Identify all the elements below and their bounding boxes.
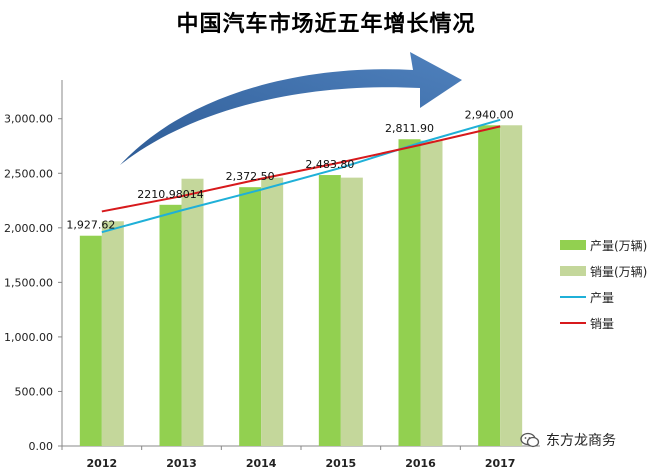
bar-production [79, 235, 102, 446]
data-label: 2,372.50 [226, 170, 275, 183]
growth-arrow [120, 52, 462, 165]
x-tick-label: 2016 [405, 457, 436, 470]
watermark-text: 东方龙商务 [546, 433, 616, 449]
y-tick-label: 3,000.00 [4, 113, 53, 126]
legend-label: 销量 [590, 316, 615, 331]
bar-production [318, 175, 341, 447]
data-label: 2,483.80 [305, 158, 354, 171]
bar-production [159, 204, 182, 446]
y-tick-label: 2,500.00 [4, 167, 53, 180]
legend-item-sales-bar: 销量(万辆) [560, 258, 647, 284]
legend-item-production-line: 产量 [560, 284, 647, 310]
y-tick-label: 500.00 [15, 385, 54, 398]
x-tick-label: 2014 [246, 457, 277, 470]
x-tick-label: 2013 [166, 457, 197, 470]
y-tick-label: 1,500.00 [4, 276, 53, 289]
legend-item-production-bar: 产量(万辆) [560, 232, 647, 258]
legend-swatch [560, 266, 586, 276]
x-tick-label: 2012 [87, 457, 118, 470]
line-sales [101, 125, 501, 213]
data-label: 2210.98014 [137, 188, 203, 201]
chart-legend: 产量(万辆) 销量(万辆) 产量 销量 [560, 232, 647, 336]
legend-swatch [560, 240, 586, 250]
bar-production [398, 139, 421, 447]
bar-sales [261, 177, 284, 447]
y-tick-label: 2,000.00 [4, 222, 53, 235]
legend-label: 产量 [590, 290, 615, 305]
legend-label: 销量(万辆) [590, 264, 648, 279]
bar-sales [340, 177, 363, 447]
legend-swatch [560, 296, 586, 298]
legend-swatch [560, 322, 586, 324]
y-tick-label: 0.00 [29, 440, 54, 453]
bar-production [239, 187, 262, 446]
chart-title: 中国汽车市场近五年增长情况 [176, 12, 476, 37]
legend-item-sales-line: 销量 [560, 310, 647, 336]
data-label: 1,927.62 [66, 219, 115, 232]
x-tick-label: 2015 [326, 457, 357, 470]
bar-sales [500, 125, 523, 446]
bar-sales [181, 178, 204, 446]
line-production [101, 118, 501, 234]
bar-sales [420, 140, 443, 446]
x-tick-label: 2017 [485, 457, 516, 470]
watermark: 东方龙商务 [520, 430, 616, 450]
bar-sales [101, 221, 124, 446]
data-label: 2,940.00 [465, 108, 514, 121]
wechat-icon [520, 432, 540, 448]
data-label: 2,811.90 [385, 122, 434, 135]
y-tick-label: 1,000.00 [4, 331, 53, 344]
legend-label: 产量(万辆) [590, 238, 648, 253]
bar-production [478, 125, 501, 446]
